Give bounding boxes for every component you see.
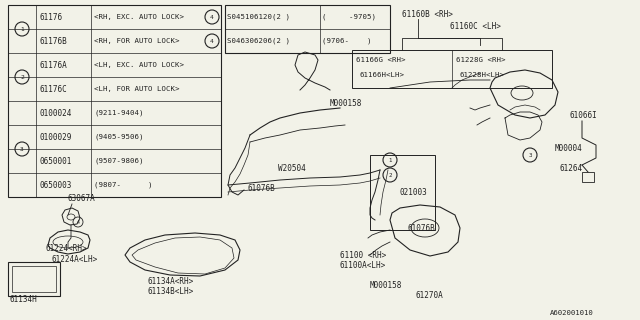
Text: <RH, FOR AUTO LOCK>: <RH, FOR AUTO LOCK> bbox=[94, 38, 179, 44]
Text: 61228H<LH>: 61228H<LH> bbox=[460, 72, 505, 78]
Text: 61176B: 61176B bbox=[39, 36, 67, 45]
Bar bbox=[370, 155, 435, 230]
Text: 021003: 021003 bbox=[400, 188, 428, 196]
Text: 61066I: 61066I bbox=[570, 110, 598, 119]
Text: 61134B<LH>: 61134B<LH> bbox=[148, 287, 195, 297]
Text: 61160C <LH>: 61160C <LH> bbox=[450, 21, 501, 30]
Text: 63067A: 63067A bbox=[68, 194, 96, 203]
Bar bbox=[352, 50, 552, 88]
Text: 4: 4 bbox=[210, 14, 214, 20]
Text: (9211-9404): (9211-9404) bbox=[94, 110, 143, 116]
Text: 61270A: 61270A bbox=[415, 291, 443, 300]
Text: (9706-    ): (9706- ) bbox=[322, 38, 371, 44]
Text: S046306206(2 ): S046306206(2 ) bbox=[227, 38, 290, 44]
Text: 61176A: 61176A bbox=[39, 60, 67, 69]
Bar bbox=[582, 172, 594, 182]
Text: <LH, EXC. AUTO LOCK>: <LH, EXC. AUTO LOCK> bbox=[94, 62, 184, 68]
Text: 1: 1 bbox=[388, 157, 392, 163]
Text: 61166H<LH>: 61166H<LH> bbox=[360, 72, 405, 78]
Text: 61228G <RH>: 61228G <RH> bbox=[456, 57, 506, 63]
Text: 0650003: 0650003 bbox=[39, 180, 72, 189]
Bar bbox=[225, 5, 390, 53]
Text: 61100A<LH>: 61100A<LH> bbox=[340, 261, 387, 270]
Text: M00004: M00004 bbox=[555, 143, 583, 153]
Text: 3: 3 bbox=[528, 153, 532, 157]
Text: (     -9705): ( -9705) bbox=[322, 14, 376, 20]
Text: 61224A<LH>: 61224A<LH> bbox=[52, 254, 99, 263]
Text: 61166G <RH>: 61166G <RH> bbox=[356, 57, 406, 63]
Bar bbox=[12, 266, 56, 292]
Text: 61076B: 61076B bbox=[248, 183, 276, 193]
Text: <LH, FOR AUTO LOCK>: <LH, FOR AUTO LOCK> bbox=[94, 86, 179, 92]
Text: (9507-9806): (9507-9806) bbox=[94, 158, 143, 164]
Text: 4: 4 bbox=[210, 38, 214, 44]
Text: M000158: M000158 bbox=[330, 99, 362, 108]
Text: (9405-9506): (9405-9506) bbox=[94, 134, 143, 140]
Text: S045106120(2 ): S045106120(2 ) bbox=[227, 14, 290, 20]
Text: W20504: W20504 bbox=[278, 164, 306, 172]
Text: (9807-      ): (9807- ) bbox=[94, 182, 152, 188]
Text: 1: 1 bbox=[20, 27, 24, 31]
Text: 61100 <RH>: 61100 <RH> bbox=[340, 251, 387, 260]
Text: 61160B <RH>: 61160B <RH> bbox=[402, 10, 453, 19]
Text: 61264: 61264 bbox=[560, 164, 583, 172]
Text: M000158: M000158 bbox=[370, 281, 403, 290]
Text: 61076B: 61076B bbox=[408, 223, 436, 233]
Text: 2: 2 bbox=[20, 75, 24, 79]
Text: 4: 4 bbox=[77, 220, 79, 225]
Text: A602001010: A602001010 bbox=[550, 310, 594, 316]
Bar bbox=[8, 5, 221, 197]
Text: 3: 3 bbox=[20, 147, 24, 151]
Text: 0100029: 0100029 bbox=[39, 132, 72, 141]
Text: 61176C: 61176C bbox=[39, 84, 67, 93]
Text: 2: 2 bbox=[388, 172, 392, 178]
Bar bbox=[8, 262, 60, 296]
Text: 61134H: 61134H bbox=[10, 295, 38, 305]
Text: 0100024: 0100024 bbox=[39, 108, 72, 117]
Text: 61176: 61176 bbox=[39, 12, 62, 21]
Text: 0650001: 0650001 bbox=[39, 156, 72, 165]
Text: 61134A<RH>: 61134A<RH> bbox=[148, 277, 195, 286]
Text: <RH, EXC. AUTO LOCK>: <RH, EXC. AUTO LOCK> bbox=[94, 14, 184, 20]
Text: 61224<RH>: 61224<RH> bbox=[45, 244, 86, 252]
